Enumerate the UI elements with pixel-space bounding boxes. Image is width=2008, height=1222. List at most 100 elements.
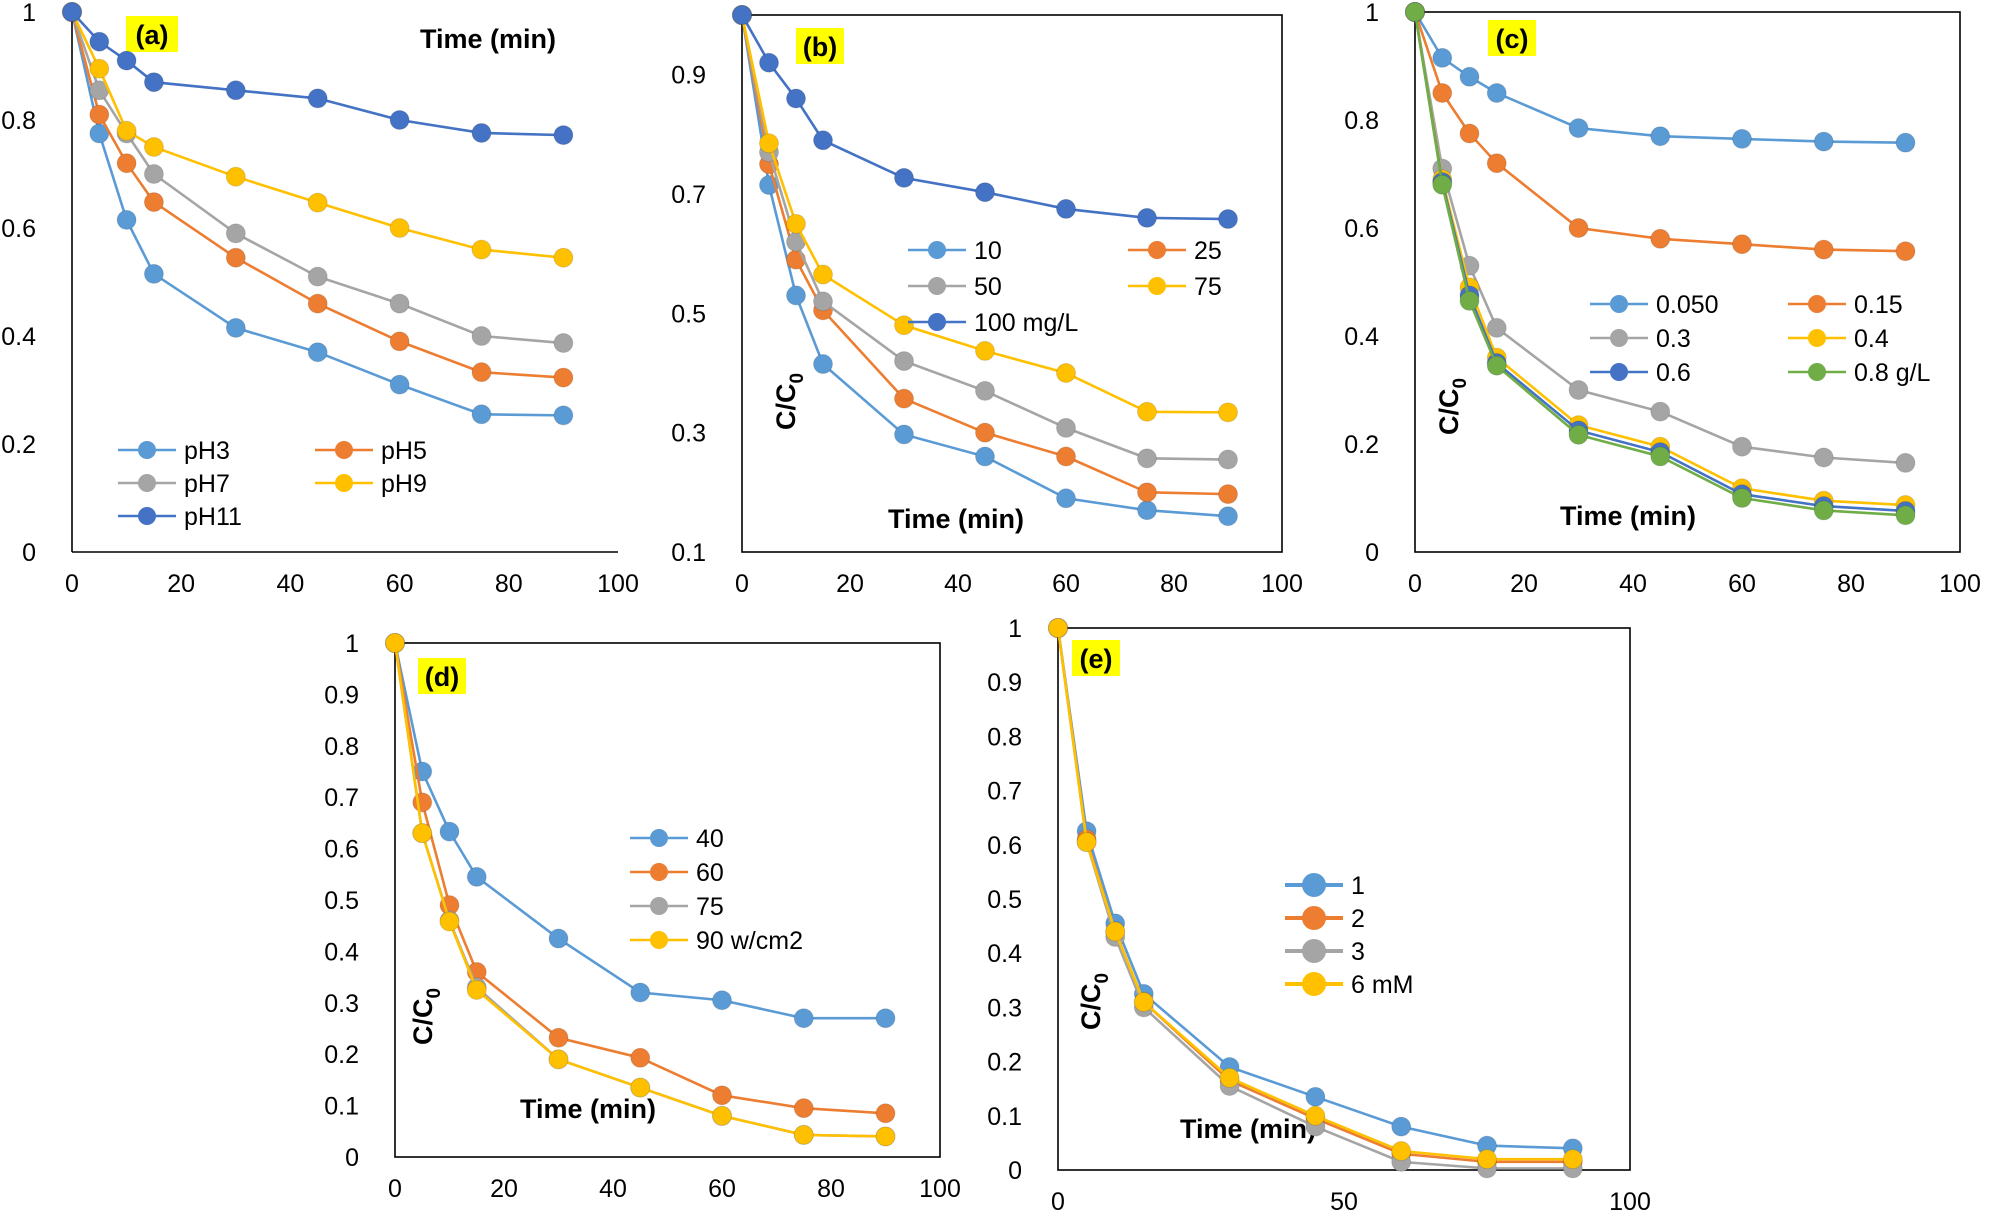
data-point: [1650, 446, 1671, 467]
data-point: [548, 1049, 569, 1070]
legend-swatch-marker: [1808, 329, 1826, 347]
data-point: [548, 1027, 569, 1048]
legend-label: pH9: [381, 470, 427, 498]
y-tick-label: 0.9: [324, 681, 359, 709]
legend-swatch-marker: [650, 863, 668, 881]
data-point: [1568, 424, 1589, 445]
legend-item: 50: [908, 273, 1002, 301]
series-line: [1413, 11, 1906, 507]
data-point: [759, 133, 779, 154]
legend-label: 3: [1351, 938, 1365, 966]
x-tick-label: 20: [490, 1175, 518, 1203]
data-point: [1895, 452, 1916, 473]
x-tick-label: 0: [65, 570, 79, 598]
data-point: [89, 31, 110, 52]
legend-item: 6 mM: [1285, 971, 1414, 999]
data-point: [1137, 482, 1157, 503]
data-point: [1568, 380, 1589, 400]
y-tick-label: 0.5: [987, 886, 1022, 914]
data-point: [894, 424, 914, 445]
plot-frame: [394, 642, 941, 1158]
y-tick-label: 0.4: [1344, 323, 1379, 351]
legend: 10 25 50 75 100 mg/L: [908, 237, 1222, 337]
legend-label: 50: [974, 273, 1002, 301]
data-point: [1305, 1105, 1326, 1126]
data-point: [1459, 290, 1480, 311]
y-axis-title: C/C0: [408, 988, 445, 1045]
legend-item: 3: [1285, 938, 1365, 966]
data-point: [89, 58, 110, 79]
data-point: [389, 331, 410, 352]
data-point: [466, 979, 487, 1000]
data-point: [793, 1098, 814, 1119]
data-point: [1732, 234, 1752, 255]
legend-item: 10: [908, 237, 1002, 265]
legend-swatch-marker: [650, 829, 668, 847]
x-tick-label: 100: [597, 570, 639, 598]
legend-swatch-marker: [335, 441, 353, 459]
y-tick-label: 0.7: [671, 181, 706, 209]
data-point: [1056, 488, 1076, 509]
legend-item: 60: [630, 859, 724, 887]
y-tick-label: 0.8: [1344, 107, 1379, 135]
y-tick-label: 0.7: [987, 778, 1022, 806]
data-point: [389, 110, 410, 130]
legend-item: pH3: [118, 437, 230, 465]
data-point: [143, 192, 164, 213]
data-point: [1813, 131, 1834, 152]
series-a-0: [62, 2, 574, 426]
series-c-2: [1405, 2, 1916, 473]
panel-label: (b): [803, 32, 837, 62]
data-point: [975, 340, 995, 361]
y-tick-label: 0.2: [1, 431, 36, 459]
x-tick-label: 50: [1330, 1188, 1358, 1216]
legend-label: pH3: [184, 437, 230, 465]
y-tick-label: 0: [1365, 539, 1379, 567]
x-tick-label: 0: [1408, 570, 1422, 598]
data-point: [732, 5, 752, 25]
legend-item: pH9: [315, 470, 427, 498]
legend-label: 75: [1194, 273, 1222, 301]
legend-label: pH11: [184, 503, 242, 531]
legend-swatch-marker: [1302, 873, 1326, 897]
data-point: [1056, 417, 1076, 438]
data-point: [793, 1008, 814, 1029]
y-tick-label: 0.2: [324, 1041, 359, 1069]
x-tick-label: 0: [388, 1175, 402, 1203]
data-point: [1568, 218, 1589, 238]
legend-item: pH11: [118, 503, 242, 531]
x-tick-label: 20: [167, 570, 195, 598]
data-point: [439, 821, 460, 842]
data-point: [553, 405, 574, 426]
y-tick-label: 0.4: [324, 938, 359, 966]
data-point: [225, 80, 246, 101]
plot-frame: [741, 14, 1283, 553]
legend-item: 1: [1285, 872, 1365, 900]
y-tick-label: 0.3: [671, 420, 706, 448]
legend-item: 40: [630, 825, 724, 853]
x-axis-title: Time (min): [1560, 501, 1696, 531]
data-point: [894, 315, 914, 336]
data-point: [786, 249, 806, 270]
data-point: [466, 866, 487, 887]
legend-swatch-marker: [138, 507, 156, 525]
data-point: [553, 333, 574, 354]
legend-label: 0.15: [1854, 291, 1903, 319]
data-point: [1459, 66, 1480, 87]
data-point: [439, 911, 460, 932]
x-tick-label: 80: [495, 570, 523, 598]
y-tick-label: 0.4: [1, 323, 36, 351]
chart-panel-b: 0 20 40 60 80 100 0.1 0.3 0.5 0.7 0.9 (b) Time (min)…: [671, 5, 1303, 598]
x-tick-label: 40: [276, 570, 304, 598]
data-point: [1105, 921, 1126, 942]
x-axis-title: Time (min): [888, 504, 1024, 534]
data-point: [225, 247, 246, 268]
y-tick-label: 1: [1365, 0, 1379, 27]
data-point: [1650, 126, 1671, 147]
legend-swatch-marker: [928, 277, 946, 295]
legend-label: 0.6: [1656, 359, 1691, 387]
panel-label: (a): [136, 20, 169, 50]
data-point: [307, 192, 328, 213]
data-point: [143, 72, 164, 93]
legend-swatch-marker: [928, 313, 946, 331]
